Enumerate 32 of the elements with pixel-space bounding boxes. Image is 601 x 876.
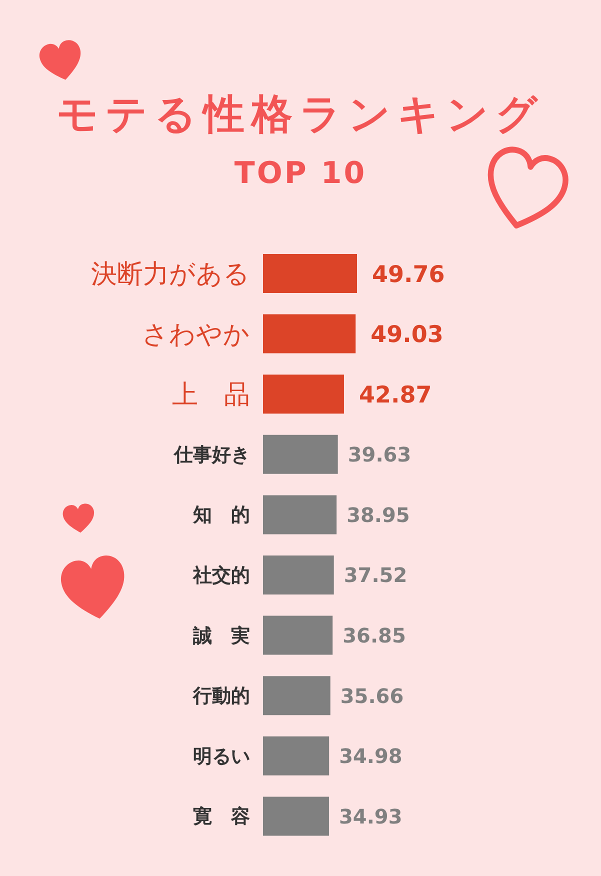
bar (263, 676, 330, 716)
data-label: 37.52 (344, 563, 408, 588)
bar (263, 434, 338, 474)
bar (263, 495, 337, 534)
y-tick-label: 誠 実 (192, 624, 250, 647)
chart-title: モテる性格ランキング (56, 90, 546, 138)
y-tick-label: 行動的 (192, 685, 250, 708)
bar (263, 796, 329, 836)
y-tick-label: 知 的 (192, 504, 250, 526)
y-tick-label: 上 品 (172, 380, 250, 410)
chart-subtitle: TOP 10 (233, 156, 368, 191)
y-tick-label: 社交的 (192, 564, 250, 586)
y-tick-label: さわやか (142, 320, 250, 350)
y-tick-label: 仕事好き (173, 444, 250, 466)
bar (263, 736, 330, 776)
bar (263, 616, 333, 655)
bar (263, 556, 334, 594)
bar (263, 374, 344, 414)
data-label: 49.03 (370, 322, 444, 348)
data-label: 36.85 (342, 624, 406, 648)
bar (263, 254, 357, 293)
data-label: 49.76 (372, 262, 445, 288)
data-label: 42.87 (358, 382, 432, 408)
data-label: 34.98 (339, 744, 402, 768)
bar (263, 314, 356, 354)
y-tick-label: 決断力がある (91, 260, 250, 290)
y-tick-label: 明るい (193, 745, 250, 768)
data-label: 35.66 (340, 684, 404, 708)
data-label: 34.93 (338, 804, 402, 828)
data-label: 39.63 (348, 442, 412, 467)
y-tick-label: 寛 容 (193, 806, 250, 828)
data-label: 38.95 (346, 502, 410, 527)
